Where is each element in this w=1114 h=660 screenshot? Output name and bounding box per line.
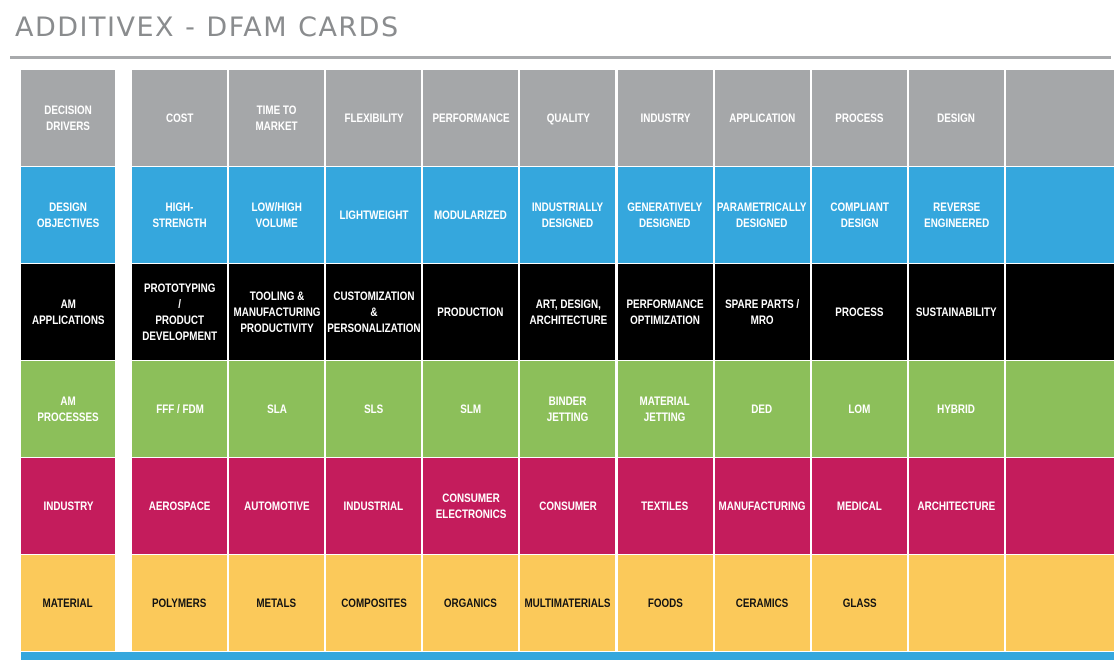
card[interactable]: PROCESS [811, 70, 907, 166]
row-label-am-processes: AM PROCESSES [21, 361, 115, 457]
card[interactable]: SPARE PARTS / MRO [714, 264, 810, 360]
card[interactable]: MULTIMATERIALS [520, 555, 616, 651]
card[interactable]: LOM [811, 361, 907, 457]
card[interactable]: MANUFACTURING [714, 458, 810, 554]
card[interactable]: INDUSTRIALLY DESIGNED [520, 167, 616, 263]
card[interactable]: SUSTAINABILITY [908, 264, 1004, 360]
card-blank[interactable] [1005, 264, 1114, 360]
card[interactable]: ARCHITECTURE [908, 458, 1004, 554]
card[interactable]: POLYMERS [132, 555, 227, 651]
row-label-decision-drivers: DECISION DRIVERS [21, 70, 115, 166]
card[interactable]: DED [714, 361, 810, 457]
row-am-processes: AM PROCESSES FFF / FDM SLA SLS SLM BINDER JET… [21, 361, 1114, 457]
card[interactable]: MATERIAL JETTING [617, 361, 713, 457]
card[interactable]: PRODUCTION [423, 264, 519, 360]
card[interactable]: AUTOMOTIVE [229, 458, 325, 554]
card[interactable]: QUALITY [520, 70, 616, 166]
card[interactable]: ART, DESIGN, ARCHITECTURE [520, 264, 616, 360]
card[interactable]: AEROSPACE [132, 458, 227, 554]
card[interactable]: COST [132, 70, 227, 166]
card-blank[interactable] [908, 555, 1004, 651]
row-label-design-objectives: DESIGN OBJECTIVES [21, 167, 115, 263]
row-design-objectives: DESIGN OBJECTIVES HIGH-STRENGTH LOW/HIGH V… [21, 167, 1114, 263]
card[interactable]: METALS [229, 555, 325, 651]
row-label-industry: INDUSTRY [21, 458, 115, 554]
card[interactable]: CONSUMER [520, 458, 616, 554]
card[interactable]: FFF / FDM [132, 361, 227, 457]
card-blank[interactable] [1005, 361, 1114, 457]
card[interactable]: COMPOSITES [326, 555, 422, 651]
card[interactable]: SLM [423, 361, 519, 457]
card[interactable]: INDUSTRIAL [326, 458, 422, 554]
card[interactable]: LOW/HIGH VOLUME [229, 167, 325, 263]
card[interactable]: PERFORMANCE [423, 70, 519, 166]
row-am-applications: AM APPLICATIONS PROTOTYPING / PRODUCT DEV… [21, 264, 1114, 360]
card-blank[interactable] [1005, 167, 1114, 263]
card[interactable]: HIGH-STRENGTH [132, 167, 227, 263]
card-blank[interactable] [1005, 555, 1114, 651]
card[interactable]: GENERATIVELY DESIGNED [617, 167, 713, 263]
page-title: ADDITIVEX - DFAM CARDS [15, 12, 400, 43]
card[interactable]: FLEXIBILITY [326, 70, 422, 166]
card[interactable]: APPLICATION [714, 70, 810, 166]
card[interactable]: GLASS [811, 555, 907, 651]
next-row-strip [21, 652, 1114, 660]
row-decision-drivers: DECISION DRIVERS COST TIME TO MARKET FLEXIB… [21, 70, 1114, 166]
card[interactable]: TIME TO MARKET [229, 70, 325, 166]
card[interactable]: MEDICAL [811, 458, 907, 554]
row-industry: INDUSTRY AEROSPACE AUTOMOTIVE INDUSTRIAL CON… [21, 458, 1114, 554]
card[interactable]: PROCESS [811, 264, 907, 360]
card[interactable]: BINDER JETTING [520, 361, 616, 457]
card[interactable]: FOODS [617, 555, 713, 651]
row-label-am-applications: AM APPLICATIONS [21, 264, 115, 360]
card[interactable]: PERFORMANCE OPTIMIZATION [617, 264, 713, 360]
card[interactable]: PROTOTYPING / PRODUCT DEVELOPMENT [132, 264, 227, 360]
card-blank[interactable] [1005, 458, 1114, 554]
card[interactable]: TEXTILES [617, 458, 713, 554]
card[interactable]: CUSTOMIZATION & PERSONALIZATION [326, 264, 422, 360]
card[interactable]: MODULARIZED [423, 167, 519, 263]
card[interactable]: CERAMICS [714, 555, 810, 651]
card[interactable]: PARAMETRICALLY DESIGNED [714, 167, 810, 263]
card[interactable]: ORGANICS [423, 555, 519, 651]
card[interactable]: LIGHTWEIGHT [326, 167, 422, 263]
card-blank[interactable] [1005, 70, 1114, 166]
card[interactable]: INDUSTRY [617, 70, 713, 166]
card[interactable]: REVERSE ENGINEERED [908, 167, 1004, 263]
card[interactable]: HYBRID [908, 361, 1004, 457]
card[interactable]: SLS [326, 361, 422, 457]
card[interactable]: SLA [229, 361, 325, 457]
title-divider [10, 56, 1111, 59]
card[interactable]: CONSUMER ELECTRONICS [423, 458, 519, 554]
card[interactable]: TOOLING & MANUFACTURING PRODUCTIVITY [229, 264, 325, 360]
card[interactable]: COMPLIANT DESIGN [811, 167, 907, 263]
dfam-card-grid: DECISION DRIVERS COST TIME TO MARKET FLEXIB… [21, 70, 1114, 660]
card[interactable]: DESIGN [908, 70, 1004, 166]
row-material: MATERIAL POLYMERS METALS COMPOSITES ORGANICS… [21, 555, 1114, 651]
row-label-material: MATERIAL [21, 555, 115, 651]
